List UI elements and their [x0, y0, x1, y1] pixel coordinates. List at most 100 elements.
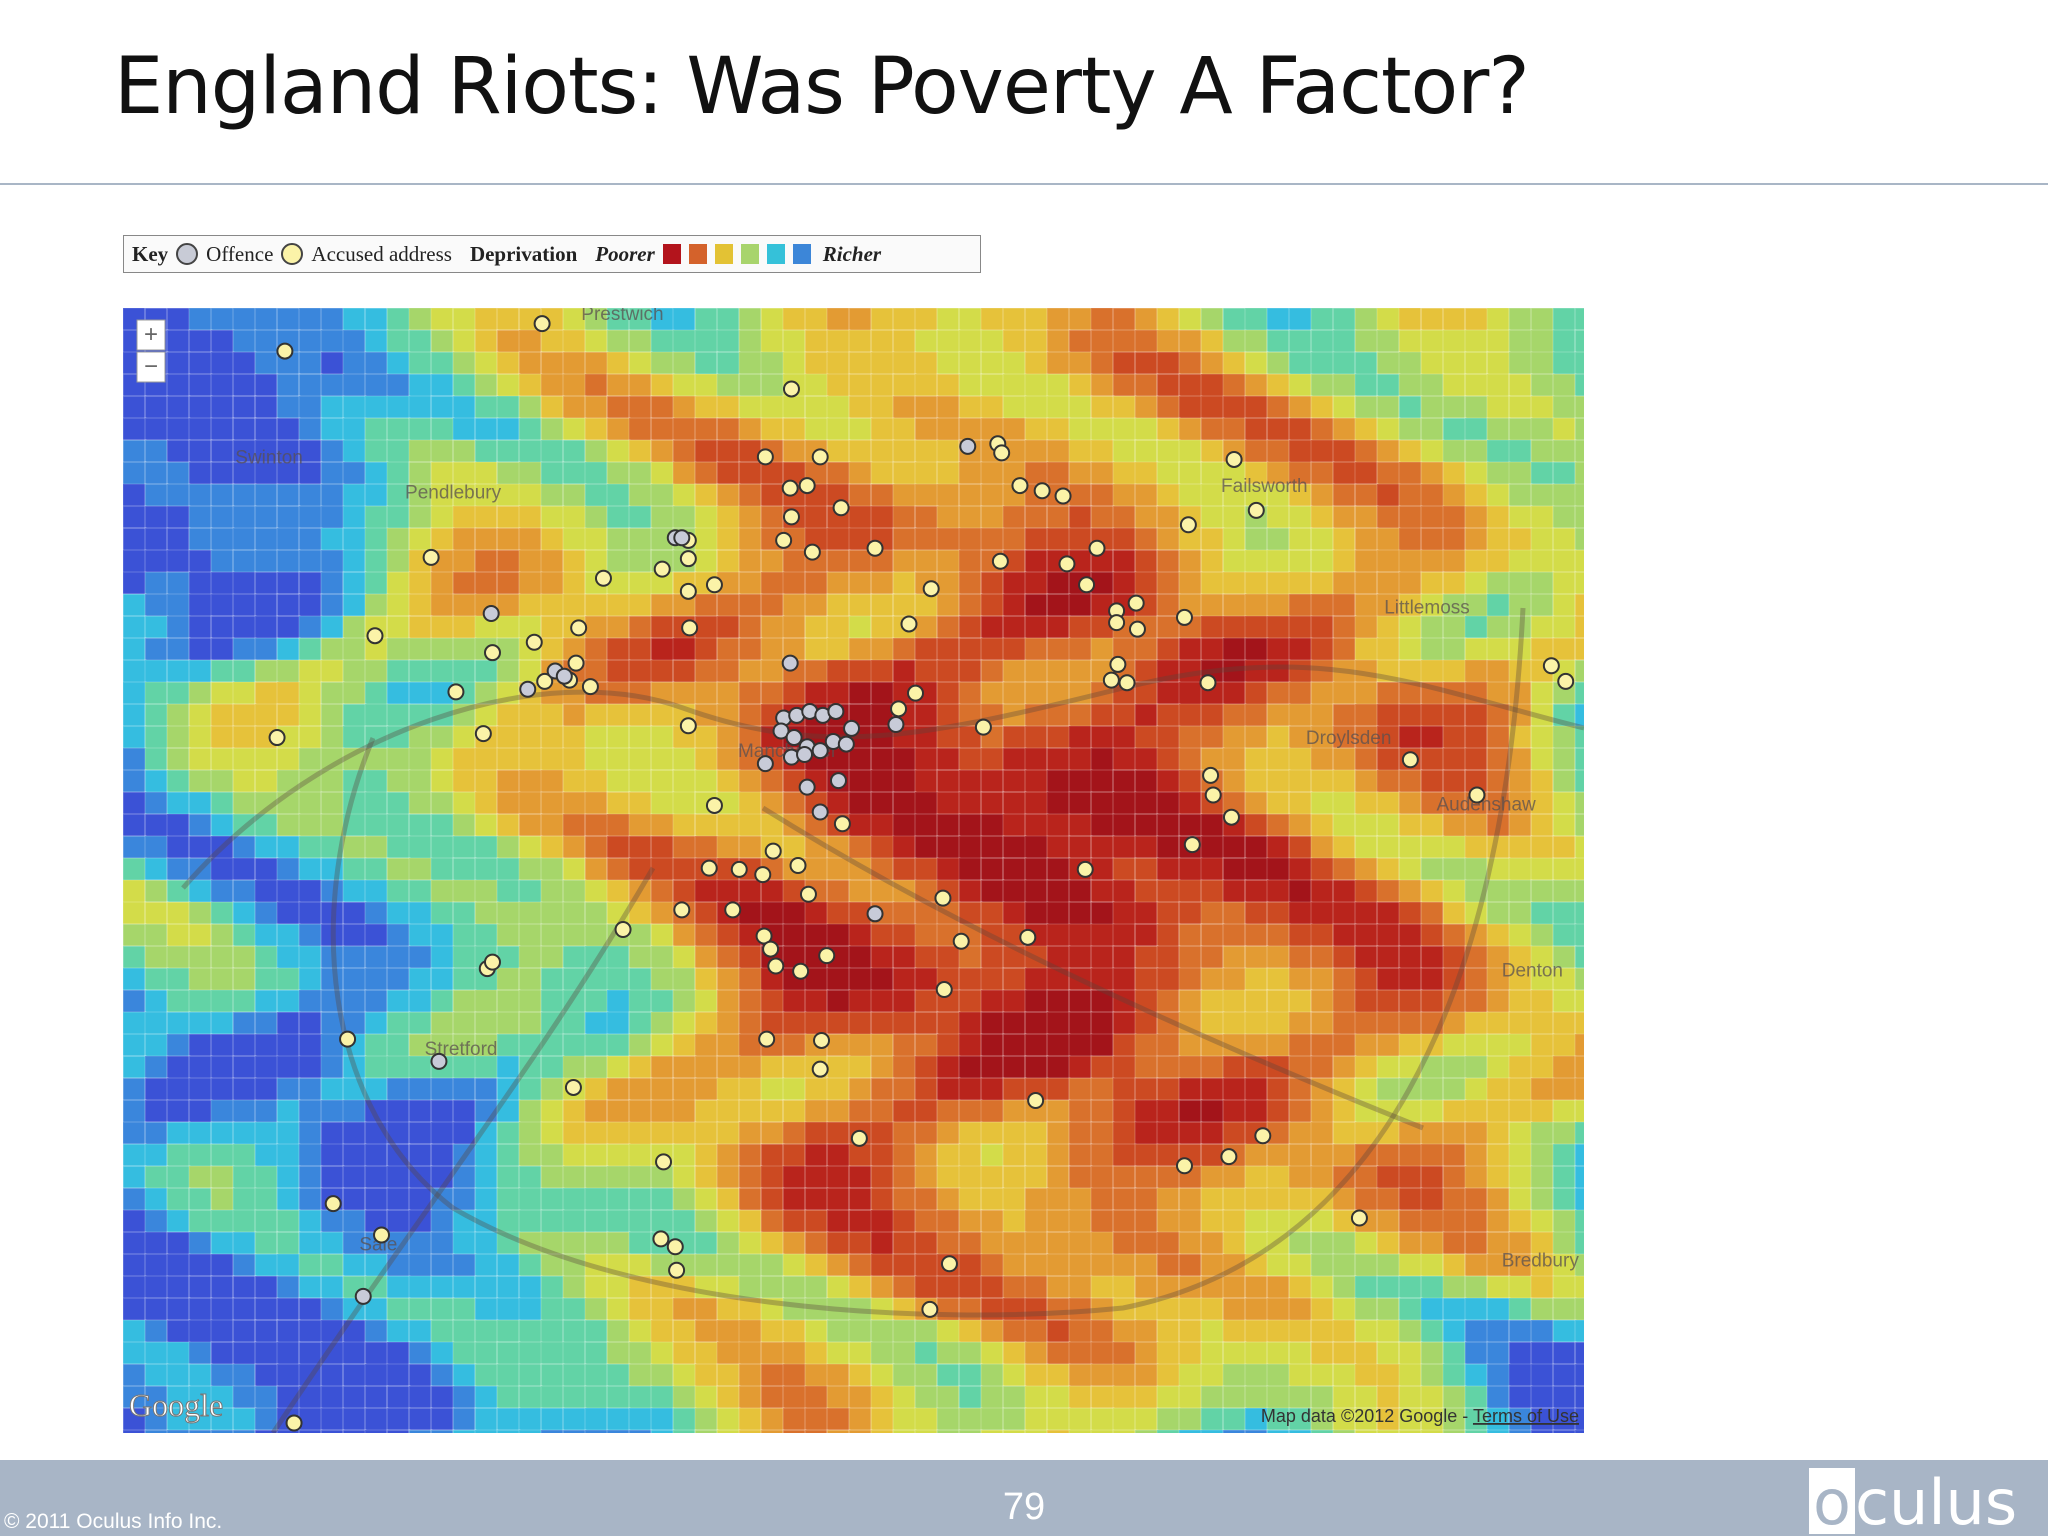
area [1178, 1187, 1203, 1212]
area [1310, 1033, 1335, 1058]
area [694, 1319, 719, 1344]
area [342, 879, 367, 904]
area [980, 461, 1005, 486]
area [650, 1011, 675, 1036]
marker [811, 1060, 829, 1078]
area [144, 1011, 169, 1036]
area [672, 857, 697, 882]
area [694, 615, 719, 640]
area [254, 1341, 279, 1366]
area [1530, 373, 1555, 398]
area [188, 571, 213, 596]
area [958, 813, 983, 838]
area [144, 1297, 169, 1322]
area [1486, 1165, 1511, 1190]
area [694, 1429, 719, 1433]
area [254, 747, 279, 772]
area [958, 659, 983, 684]
area [1134, 373, 1159, 398]
area [320, 417, 345, 442]
area [298, 725, 323, 750]
area [738, 395, 763, 420]
area [232, 329, 257, 354]
area [210, 527, 235, 552]
zoom-in[interactable]: + [144, 321, 158, 348]
area [958, 1055, 983, 1080]
area [1486, 923, 1511, 948]
area [694, 395, 719, 420]
area [1244, 308, 1269, 332]
marker [1350, 1209, 1368, 1227]
area [144, 637, 169, 662]
area [738, 769, 763, 794]
area [1266, 1363, 1291, 1388]
area [254, 549, 279, 574]
area [1024, 329, 1049, 354]
area [694, 747, 719, 772]
area [760, 351, 785, 376]
area [1486, 373, 1511, 398]
area [760, 593, 785, 618]
zoom-out-button[interactable] [136, 351, 166, 383]
area [342, 989, 367, 1014]
area [1332, 813, 1357, 838]
area [562, 769, 587, 794]
area [1200, 1231, 1225, 1256]
area [1156, 857, 1181, 882]
area [518, 483, 543, 508]
area [980, 395, 1005, 420]
area [1002, 901, 1027, 926]
area [1464, 835, 1489, 860]
legend-offence: Offence [206, 241, 274, 266]
area [716, 1209, 741, 1234]
area [1024, 615, 1049, 640]
area [892, 308, 917, 332]
area [518, 1011, 543, 1036]
area [1332, 1319, 1357, 1344]
area [892, 1253, 917, 1278]
area [320, 1231, 345, 1256]
area [1420, 857, 1445, 882]
area [1530, 308, 1555, 332]
area [628, 923, 653, 948]
area [958, 571, 983, 596]
area [804, 989, 829, 1014]
area [496, 593, 521, 618]
marker [567, 654, 585, 672]
area [408, 747, 433, 772]
area [1530, 593, 1555, 618]
area [1244, 967, 1269, 992]
area [1420, 1341, 1445, 1366]
zoom-out[interactable]: − [144, 353, 158, 380]
area [1222, 1319, 1247, 1344]
area [848, 835, 873, 860]
area [1420, 901, 1445, 926]
area [738, 1165, 763, 1190]
marker [1054, 487, 1072, 505]
area [804, 1363, 829, 1388]
area [826, 637, 851, 662]
area [452, 1275, 477, 1300]
area [672, 351, 697, 376]
area [1288, 747, 1313, 772]
area [496, 1121, 521, 1146]
marker [1127, 594, 1145, 612]
area [1442, 769, 1467, 794]
area [1530, 505, 1555, 530]
area [716, 879, 741, 904]
zoom-control[interactable]: + − [136, 319, 166, 383]
terms-link[interactable]: Terms of Use [1473, 1406, 1579, 1426]
area [870, 1033, 895, 1058]
area [144, 967, 169, 992]
area [760, 1077, 785, 1102]
area [694, 681, 719, 706]
area [870, 571, 895, 596]
zoom-in-button[interactable] [136, 319, 166, 351]
area [1178, 967, 1203, 992]
area [914, 813, 939, 838]
area [1398, 417, 1423, 442]
area [1442, 615, 1467, 640]
area [584, 527, 609, 552]
area [650, 725, 675, 750]
